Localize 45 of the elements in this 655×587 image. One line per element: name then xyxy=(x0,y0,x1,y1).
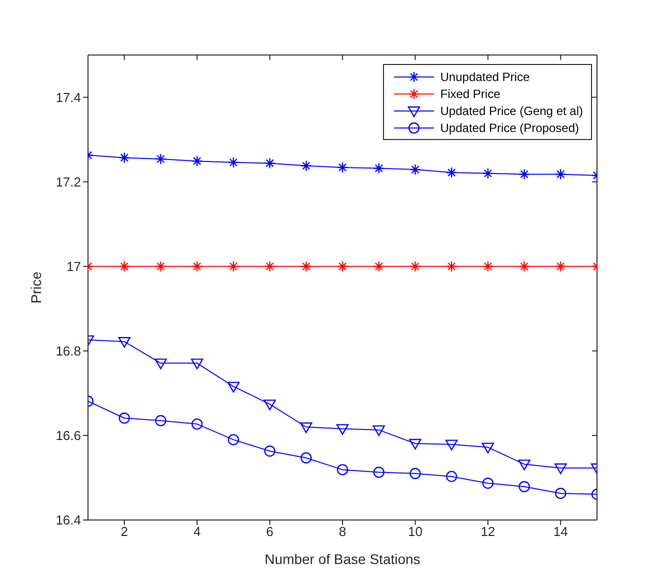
point xyxy=(446,470,458,482)
y-axis-title: Price xyxy=(28,271,44,304)
point xyxy=(336,424,349,435)
point xyxy=(409,438,422,450)
point xyxy=(264,400,276,410)
point xyxy=(191,418,203,430)
legend-label: Fixed Price xyxy=(440,86,500,100)
x-axis-title: Number of Base Stations xyxy=(264,551,420,567)
point xyxy=(154,358,167,370)
point xyxy=(518,481,530,492)
point xyxy=(300,422,312,434)
point xyxy=(518,460,530,470)
point xyxy=(555,488,566,499)
point xyxy=(118,412,130,424)
point xyxy=(228,434,240,446)
point xyxy=(155,415,166,426)
x-tick-label: 2 xyxy=(120,524,128,540)
y-tick-label: 17.2 xyxy=(56,174,81,190)
point xyxy=(372,425,385,436)
point xyxy=(554,463,567,474)
x-tick-label: 12 xyxy=(480,524,496,540)
y-tick-label: 16.4 xyxy=(56,512,81,528)
point xyxy=(410,468,421,480)
point xyxy=(373,466,384,478)
point xyxy=(482,442,494,454)
point xyxy=(118,337,130,348)
legend-label: Updated Price (Proposed) xyxy=(440,120,579,134)
point xyxy=(482,478,494,489)
y-tick-label: 16.6 xyxy=(56,428,81,444)
x-tick-label: 14 xyxy=(553,524,568,540)
x-tick-label: 8 xyxy=(338,524,346,540)
point xyxy=(300,452,312,464)
point xyxy=(227,382,240,393)
legend-label: Updated Price (Geng et al) xyxy=(440,104,583,118)
y-tick-label: 17 xyxy=(66,258,81,274)
y-tick-label: 17.4 xyxy=(56,90,81,105)
y-tick-label: 16.8 xyxy=(56,344,81,359)
x-tick-label: 6 xyxy=(266,524,274,540)
point xyxy=(190,358,204,370)
point xyxy=(264,445,276,457)
x-tick-label: 4 xyxy=(193,524,201,540)
x-tick-label: 10 xyxy=(408,524,422,540)
point xyxy=(445,440,458,450)
point xyxy=(336,464,348,476)
legend-label: Unupdated Price xyxy=(440,70,530,84)
